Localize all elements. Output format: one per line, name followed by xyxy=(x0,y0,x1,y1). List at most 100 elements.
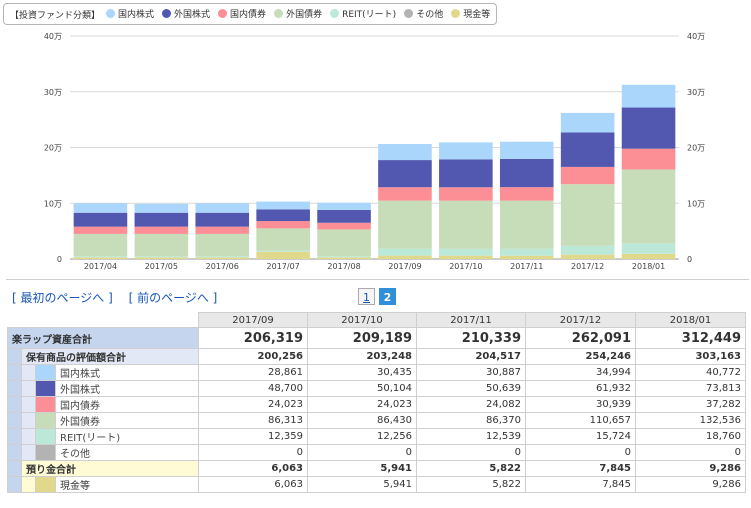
value-cell: 6,063 xyxy=(198,460,308,477)
x-tick-label: 2017/06 xyxy=(206,262,239,271)
chart-legend: 【投資ファンド分類】 国内株式 外国株式 国内債券 外国債券 REIT(リート) その他 現… xyxy=(3,3,498,25)
value-cell: 12,359 xyxy=(198,428,308,445)
row-indent xyxy=(7,412,22,429)
bar-segment xyxy=(378,160,432,188)
bar-segment xyxy=(195,203,250,213)
bar-segment xyxy=(73,226,128,234)
legend-item[interactable]: 外国債券 xyxy=(274,7,322,20)
y-tick-label-left: 10万 xyxy=(44,199,62,208)
bar-segment xyxy=(134,233,189,257)
legend-item[interactable]: 国内債券 xyxy=(218,7,266,20)
bar-segment xyxy=(256,228,310,251)
prev-page-link[interactable]: [ 前のページへ ] xyxy=(128,291,218,305)
value-cell: 86,313 xyxy=(198,412,308,429)
bar-segment xyxy=(621,148,676,170)
bar-segment xyxy=(621,243,676,254)
color-swatch xyxy=(35,380,56,397)
page-1-button[interactable]: 1 xyxy=(358,288,375,305)
bar-segment xyxy=(621,107,676,149)
bar-segment xyxy=(317,229,371,257)
legend-swatch xyxy=(404,9,414,18)
table-header-row: 2017/09 2017/10 2017/11 2017/12 2018/01 xyxy=(7,312,746,328)
chart-divider xyxy=(6,279,749,280)
bar-segment xyxy=(560,112,615,133)
value-cell: 132,536 xyxy=(635,412,746,429)
row-indent xyxy=(7,444,22,461)
bar-segment xyxy=(621,253,676,259)
deposit-total-label: 預り金合計 xyxy=(21,460,199,477)
bar-segment xyxy=(73,257,128,259)
bar-segment xyxy=(134,257,189,259)
bar-segment xyxy=(560,245,615,255)
bar-segment xyxy=(499,187,554,201)
bar-segment xyxy=(73,203,128,213)
first-page-link[interactable]: [ 最初のページへ ] xyxy=(12,291,113,305)
legend-label: その他 xyxy=(416,10,444,20)
bar-segment xyxy=(621,169,676,244)
x-tick-label: 2017/04 xyxy=(84,262,117,271)
stacked-bar-chart: 0 0 10万 10万 20万 20万 30万 30万 40万 40万 2017/04 2017/05… xyxy=(44,32,705,271)
value-cell: 0 xyxy=(307,444,417,461)
asset-row: その他 0 0 0 0 0 xyxy=(7,444,746,461)
bar-segment xyxy=(499,248,554,256)
bar-segment xyxy=(378,187,432,201)
asset-label: 国内債券 xyxy=(55,396,199,413)
value-cell: 50,639 xyxy=(416,380,526,397)
page-2-button[interactable]: 2 xyxy=(379,288,396,305)
asset-row: 外国株式 48,700 50,104 50,639 61,932 73,813 xyxy=(7,380,746,397)
asset-label: 国内株式 xyxy=(55,364,199,381)
bar-segment xyxy=(134,226,189,234)
y-tick-label-left: 20万 xyxy=(44,144,62,153)
legend-item[interactable]: 国内株式 xyxy=(106,7,154,20)
bar-segment xyxy=(195,256,250,258)
value-cell: 0 xyxy=(416,444,526,461)
bar-segment xyxy=(256,221,310,229)
legend-swatch xyxy=(451,9,461,18)
bar-segment xyxy=(378,200,432,249)
bar-segment xyxy=(134,212,189,227)
value-cell: 24,082 xyxy=(416,396,526,413)
bar-segment xyxy=(560,166,615,185)
bar-segment xyxy=(73,256,128,258)
value-cell: 209,189 xyxy=(307,327,417,349)
value-cell: 24,023 xyxy=(198,396,308,413)
legend-label: 国内債券 xyxy=(230,10,267,20)
row-indent xyxy=(21,476,36,493)
bar-segment xyxy=(560,132,615,167)
bar-segment xyxy=(439,142,493,160)
asset-breakdown-table: 2017/09 2017/10 2017/11 2017/12 2018/01 … xyxy=(7,312,746,493)
legend-item[interactable]: 現金等 xyxy=(451,7,490,20)
legend-swatch xyxy=(330,9,340,18)
legend-item[interactable]: REIT(リート) xyxy=(330,7,396,20)
value-cell: 86,370 xyxy=(416,412,526,429)
page-navigation: [ 最初のページへ ] [ 前のページへ ] xyxy=(12,289,229,306)
bar-segment xyxy=(195,226,250,234)
legend-item[interactable]: 外国株式 xyxy=(162,7,210,20)
legend-swatch xyxy=(106,9,116,18)
bar-segment xyxy=(439,159,493,188)
legend-item[interactable]: その他 xyxy=(404,7,443,20)
legend-items: 国内株式 外国株式 国内債券 外国債券 REIT(リート) その他 現金等 xyxy=(106,7,490,21)
value-cell: 206,319 xyxy=(198,327,308,349)
bar-segment xyxy=(378,255,432,259)
legend-title: 【投資ファンド分類】 xyxy=(10,10,101,21)
value-cell: 0 xyxy=(635,444,746,461)
value-cell: 5,822 xyxy=(416,476,526,493)
asset-label: 外国株式 xyxy=(55,380,199,397)
value-cell: 30,887 xyxy=(416,364,526,381)
row-indent xyxy=(21,364,36,381)
bar-segment xyxy=(317,257,371,259)
asset-label: 外国債券 xyxy=(55,412,199,429)
month-header: 2017/11 xyxy=(416,312,526,328)
cash-row: 現金等 6,063 5,941 5,822 7,845 9,286 xyxy=(7,476,746,493)
y-tick-label-right: 10万 xyxy=(687,199,705,208)
value-cell: 0 xyxy=(198,444,308,461)
asset-label: REIT(リート) xyxy=(55,428,199,445)
value-cell: 37,282 xyxy=(635,396,746,413)
x-tick-label: 2017/11 xyxy=(510,262,543,271)
x-tick-label: 2017/07 xyxy=(267,262,300,271)
legend-label: 外国債券 xyxy=(286,10,323,20)
bar-segment xyxy=(621,84,676,108)
value-cell: 12,256 xyxy=(307,428,417,445)
asset-label: その他 xyxy=(55,444,199,461)
